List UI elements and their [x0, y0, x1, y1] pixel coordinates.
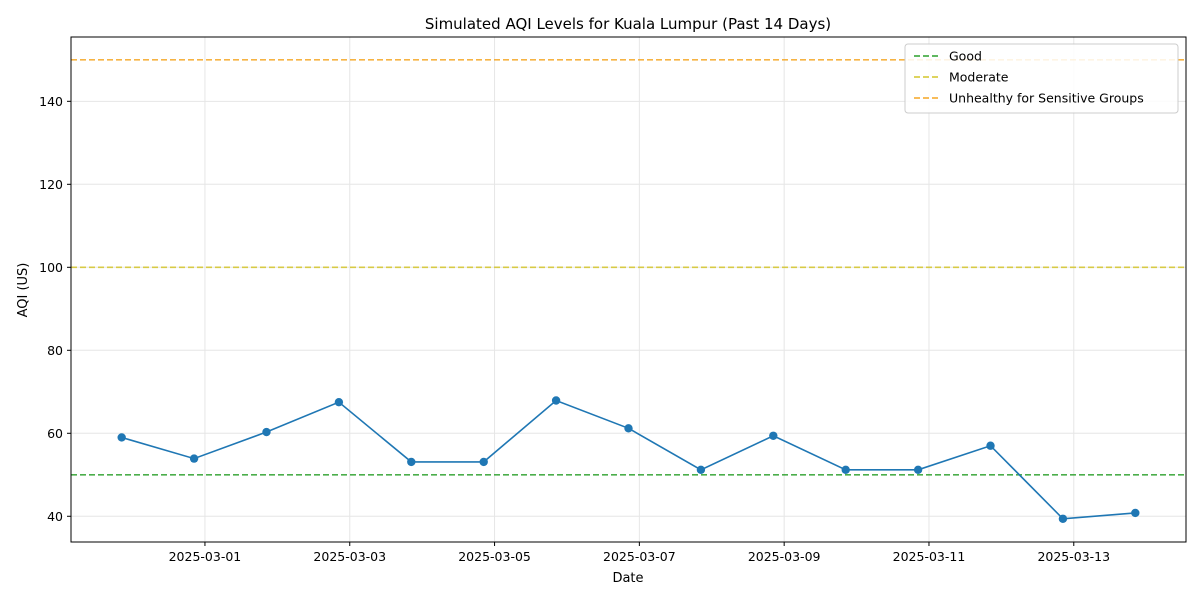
y-tick-label: 120 — [39, 177, 63, 192]
x-axis-label: Date — [612, 571, 643, 586]
data-point — [479, 457, 488, 467]
grid — [71, 37, 1186, 542]
data-point — [696, 465, 706, 474]
data-point — [769, 431, 778, 440]
data-point — [624, 424, 633, 433]
series-group — [117, 396, 1140, 523]
y-tick-label: 140 — [39, 94, 63, 109]
x-tick-label: 2025-03-11 — [893, 549, 966, 564]
y-tick-label: 40 — [47, 509, 63, 524]
legend-label: Good — [949, 49, 982, 64]
y-tick-label: 80 — [47, 343, 63, 358]
plot-frame — [70, 36, 1187, 543]
x-tick-label: 2025-03-05 — [458, 549, 531, 564]
data-point — [189, 454, 199, 463]
x-tick-label: 2025-03-07 — [603, 549, 676, 564]
x-tick-label: 2025-03-09 — [748, 549, 821, 564]
data-point — [913, 465, 923, 474]
y-axis-label: AQI (US) — [16, 263, 31, 318]
data-point — [262, 427, 271, 437]
legend-label: Moderate — [949, 70, 1009, 85]
data-point — [1131, 508, 1140, 518]
data-point — [551, 396, 561, 405]
legend: Good Moderate Unhealthy for Sensitive Grou… — [904, 43, 1179, 114]
y-tick-label: 60 — [47, 426, 63, 441]
data-point — [1058, 514, 1068, 523]
x-tick-label: 2025-03-13 — [1037, 549, 1110, 564]
data-point — [841, 465, 850, 474]
legend-label: Unhealthy for Sensitive Groups — [949, 91, 1144, 106]
data-point — [117, 433, 126, 442]
chart-title: Simulated AQI Levels for Kuala Lumpur (P… — [425, 15, 831, 33]
y-tick-label: 100 — [39, 260, 63, 275]
data-point — [334, 397, 344, 407]
x-tick-label: 2025-03-01 — [169, 549, 242, 564]
axis-ticks: 40 60 80 100 120 140 2025-03-01 2025-03-03 2025-… — [39, 94, 1110, 564]
legend-box — [904, 43, 1179, 114]
data-point — [986, 441, 995, 450]
data-point — [407, 457, 416, 467]
x-tick-label: 2025-03-03 — [313, 549, 386, 564]
